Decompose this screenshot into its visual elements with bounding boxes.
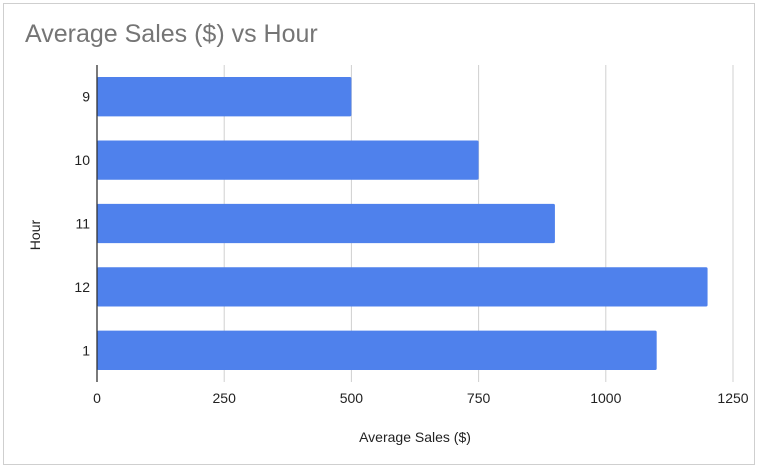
x-tick-label: 250 (213, 390, 237, 406)
y-axis-title: Hour (27, 219, 43, 250)
x-tick-label: 750 (467, 390, 491, 406)
bars (97, 77, 708, 370)
x-tick-label: 1250 (717, 390, 748, 406)
x-tick-label: 1000 (590, 390, 621, 406)
x-tick-labels: 0 250 500 750 1000 1250 (93, 390, 749, 406)
bar (97, 203, 555, 244)
y-tick-labels: 9 10 11 12 1 (74, 89, 90, 359)
bar (97, 140, 479, 180)
y-tick-label: 11 (75, 216, 90, 232)
bar (97, 267, 708, 307)
bar (97, 77, 352, 117)
x-tick-label: 500 (340, 390, 364, 406)
x-tick-label: 0 (93, 390, 101, 406)
bar (97, 330, 657, 370)
x-axis-title: Average Sales ($) (359, 429, 471, 445)
y-tick-label: 9 (82, 89, 90, 105)
y-tick-label: 1 (82, 342, 90, 358)
y-tick-label: 12 (74, 279, 90, 295)
chart-title: Average Sales ($) vs Hour (25, 20, 318, 48)
y-tick-label: 10 (74, 152, 90, 168)
